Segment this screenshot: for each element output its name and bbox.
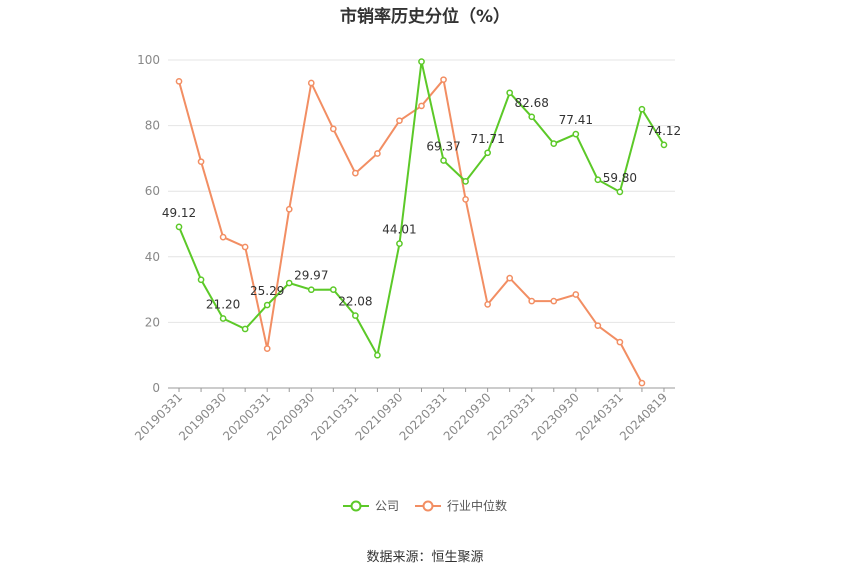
data-point — [374, 150, 381, 157]
data-point — [638, 105, 646, 113]
axes: 0204060801002019033120190930202003312020… — [132, 53, 675, 443]
data-point — [484, 149, 491, 157]
data-point — [572, 130, 580, 138]
line-chart: 0204060801002019033120190930202003312020… — [132, 53, 681, 443]
data-label: 82.68 — [515, 96, 549, 110]
data-point — [197, 276, 205, 284]
data-point — [462, 178, 469, 185]
data-point — [241, 243, 249, 251]
legend-label-industry-median: 行业中位数 — [447, 499, 508, 513]
data-point — [396, 240, 403, 247]
data-point — [219, 315, 227, 322]
data-point — [307, 286, 315, 294]
series-line-1 — [178, 77, 643, 384]
data-point — [484, 301, 491, 308]
data-label: 44.01 — [382, 223, 416, 237]
data-point — [197, 158, 205, 166]
data-point — [506, 89, 514, 97]
data-point — [616, 188, 624, 196]
data-point — [506, 274, 514, 282]
y-tick-label: 60 — [145, 184, 160, 198]
data-point — [528, 113, 536, 121]
data-label: 25.29 — [250, 284, 284, 298]
data-point — [594, 322, 602, 330]
data-point — [175, 77, 183, 85]
data-point — [352, 312, 359, 319]
data-labels: 49.12 21.20 25.29 29.97 22.08 44.01 69.37 71.71… — [162, 96, 681, 312]
data-point — [285, 279, 293, 287]
data-point — [329, 286, 337, 293]
legend-marker-company-icon — [342, 500, 369, 511]
data-label: 74.12 — [647, 124, 681, 138]
data-point — [550, 140, 558, 147]
legend-label-company: 公司 — [374, 499, 399, 513]
data-point — [396, 117, 403, 125]
legend-item-industry-median[interactable]: 行业中位数 — [415, 497, 507, 514]
data-point — [307, 79, 315, 87]
data-point — [528, 297, 536, 305]
source-note: 数据来源：恒生聚源 — [366, 550, 484, 565]
data-label: 59.80 — [603, 171, 637, 185]
data-point — [374, 351, 381, 359]
y-tick-label: 100 — [137, 53, 160, 67]
data-label: 49.12 — [162, 206, 196, 220]
data-point — [440, 157, 447, 164]
data-label: 69.37 — [426, 139, 460, 153]
x-tick-label: 20240819 — [617, 390, 670, 443]
data-point — [241, 325, 249, 333]
grid-lines — [168, 59, 675, 323]
y-tick-label: 80 — [145, 119, 160, 133]
data-point — [572, 291, 580, 298]
data-point — [550, 297, 558, 305]
data-label: 22.08 — [338, 295, 372, 309]
data-label: 29.97 — [294, 269, 328, 283]
data-point — [263, 301, 271, 309]
data-point — [616, 338, 624, 346]
y-tick-label: 0 — [152, 381, 160, 395]
data-label: 77.41 — [559, 113, 593, 127]
data-point — [175, 223, 183, 231]
legend-marker-industry-icon — [415, 500, 441, 511]
legend-item-company[interactable]: 公司 — [342, 497, 399, 514]
data-point — [329, 125, 337, 133]
data-label: 71.71 — [470, 132, 504, 146]
data-point — [660, 141, 668, 149]
data-label: 21.20 — [206, 297, 240, 311]
data-point — [594, 176, 602, 184]
data-point — [418, 102, 425, 110]
data-point — [418, 58, 425, 65]
data-point — [263, 345, 271, 352]
chart-title: 市销率历史分位（%） — [339, 7, 511, 27]
data-point — [462, 196, 469, 203]
series-lines — [175, 58, 668, 387]
data-point — [638, 379, 646, 387]
legend: 公司 行业中位数 — [0, 497, 850, 514]
y-tick-label: 40 — [145, 250, 160, 264]
data-point — [285, 205, 293, 213]
data-point — [219, 233, 227, 241]
data-point — [440, 76, 447, 84]
y-tick-label: 20 — [145, 315, 160, 329]
data-point — [352, 169, 359, 177]
